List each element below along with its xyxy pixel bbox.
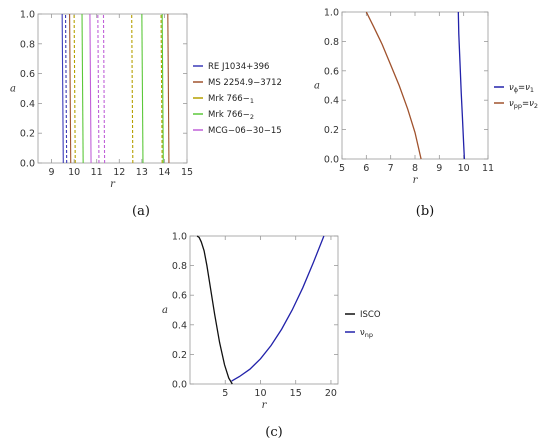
x-tick-label: 13 [136, 167, 148, 178]
chart-b: 5 6 7 8 9 10 11 0.0 0.2 0.4 0.6 0.8 1.0 r a νϕ=ν1 νpp=ν2 [314, 8, 538, 187]
series-line [167, 13, 170, 164]
y-axis-label: a [162, 305, 168, 316]
x-tick-label: 5 [222, 388, 228, 399]
y-axis-label: a [314, 81, 320, 92]
legend-label: Mrk 766−2 [208, 110, 254, 121]
series-line [97, 13, 100, 164]
series-0: RE J1034+396 [61, 13, 269, 164]
x-tick-label: 9 [436, 163, 442, 174]
series-1: νnp [231, 235, 373, 382]
series-0: νϕ=ν1 [457, 11, 534, 160]
series-line [231, 235, 325, 382]
series-4: MCG−06−30−15 [89, 13, 282, 164]
series-line [131, 13, 134, 164]
x-tick-label: 10 [68, 167, 80, 178]
legend-label: MS 2254.9−3712 [208, 78, 282, 88]
x-tick-label: 20 [325, 388, 337, 399]
series-2: Mrk 766−1 [73, 13, 254, 164]
series-line [69, 13, 72, 164]
x-tick-label: 12 [113, 167, 125, 178]
chart-c: 5 10 15 20 0.0 0.2 0.4 0.6 0.8 1.0 r a ISCO νnp [162, 232, 381, 412]
x-tick-label: 9 [49, 167, 55, 178]
x-tick-label: 10 [254, 388, 266, 399]
x-tick-label: 8 [412, 163, 418, 174]
legend-label: Mrk 766−1 [208, 94, 254, 105]
series-line [196, 235, 233, 385]
y-tick-label: 0.4 [324, 96, 339, 107]
series-line [81, 13, 84, 164]
x-axis-label: r [262, 400, 268, 411]
x-tick-label: 6 [363, 163, 369, 174]
y-tick-label: 0.6 [20, 69, 35, 80]
caption-a: (a) [132, 204, 150, 219]
series-line [64, 13, 68, 164]
legend-label: ISCO [360, 310, 381, 320]
series-line [141, 13, 144, 164]
y-tick-label: 0.0 [172, 380, 187, 391]
legend-label: RE J1034+396 [208, 62, 269, 72]
series-line [61, 13, 64, 164]
y-tick-label: 0.2 [324, 125, 339, 136]
y-tick-label: 1.0 [20, 10, 35, 21]
series-line [365, 11, 422, 160]
x-tick-label: 14 [158, 167, 170, 178]
y-axis-label: a [10, 84, 16, 95]
x-tick-label: 11 [91, 167, 103, 178]
series-line [102, 13, 106, 164]
legend-label: νpp=ν2 [509, 99, 538, 110]
y-tick-label: 0.2 [172, 350, 187, 361]
chart-a: 9 10 11 12 13 14 15 0.0 0.2 0.4 0.6 0.8 1.0 r a RE J103… [10, 10, 282, 191]
legend-label: MCG−06−30−15 [208, 126, 282, 136]
x-axis-label: r [413, 175, 419, 186]
y-tick-label: 0.8 [324, 37, 339, 48]
legend-label: νnp [360, 328, 373, 339]
y-tick-label: 0.8 [20, 39, 35, 50]
series-0: ISCO [196, 235, 381, 385]
series-line [89, 13, 92, 164]
series-line [457, 11, 466, 160]
y-tick-label: 1.0 [324, 8, 339, 19]
x-tick-label: 5 [339, 163, 345, 174]
plot-frame [37, 13, 188, 164]
y-tick-label: 0.6 [172, 291, 187, 302]
x-tick-label: 15 [181, 167, 193, 178]
series-line [73, 13, 76, 164]
series-1: νpp=ν2 [365, 11, 538, 160]
plot-frame [341, 11, 489, 160]
x-tick-label: 10 [458, 163, 470, 174]
x-tick-label: 7 [388, 163, 394, 174]
caption-c: (c) [265, 425, 282, 440]
y-tick-label: 0.8 [172, 261, 187, 272]
plot-frame [189, 235, 339, 385]
series-3: Mrk 766−2 [81, 13, 254, 164]
series-line [161, 13, 164, 164]
y-tick-label: 0.4 [20, 99, 35, 110]
y-tick-label: 1.0 [172, 232, 187, 243]
x-tick-label: 11 [482, 163, 494, 174]
y-tick-label: 0.6 [324, 66, 339, 77]
y-tick-label: 0.2 [20, 129, 35, 140]
y-tick-label: 0.0 [324, 155, 339, 166]
x-tick-label: 15 [290, 388, 302, 399]
legend-label: νϕ=ν1 [509, 83, 534, 94]
x-axis-label: r [110, 179, 116, 190]
series-1: MS 2254.9−3712 [69, 13, 282, 164]
y-tick-label: 0.4 [172, 320, 187, 331]
y-tick-label: 0.0 [20, 159, 35, 170]
caption-b: (b) [416, 204, 434, 219]
